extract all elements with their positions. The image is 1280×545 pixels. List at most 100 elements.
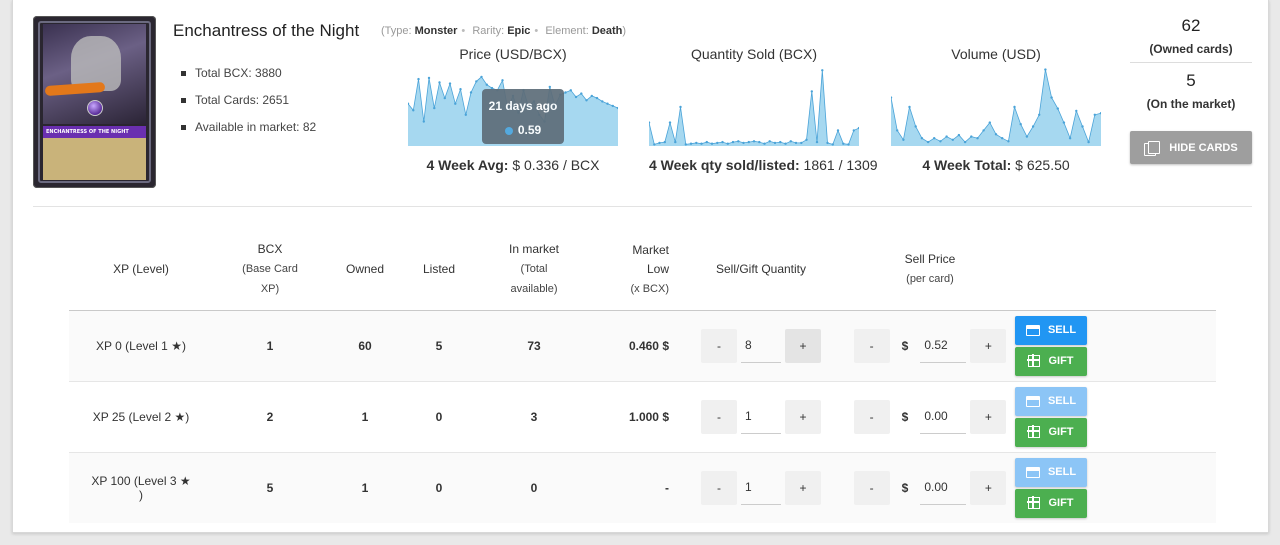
sell-button[interactable]: SELL <box>1015 457 1087 487</box>
chart-point <box>668 121 672 124</box>
header-xp: XP (Level) <box>113 262 169 277</box>
in-market-cell: 73 <box>475 309 593 381</box>
price-input[interactable] <box>920 399 967 434</box>
card-stats: Total BCX: 3880 Total Cards: 2651 Availa… <box>181 66 316 147</box>
xp-level: XP 25 (Level 2 ★) <box>69 380 213 452</box>
price-input[interactable] <box>920 328 967 363</box>
quantity-decrement-button[interactable]: - <box>701 399 737 434</box>
chart-point <box>963 140 967 144</box>
quantity-input[interactable] <box>741 328 781 363</box>
chart-point <box>1025 135 1029 138</box>
chart-point <box>459 88 462 91</box>
volume-chart-plot[interactable] <box>891 66 1101 146</box>
chart-point <box>689 142 693 145</box>
chart-point <box>1007 140 1010 143</box>
chart-point <box>779 140 782 144</box>
quantity-input[interactable] <box>741 470 781 505</box>
volume-chart-footer: 4 Week Total: $ 625.50 <box>922 157 1070 173</box>
price-decrement-button[interactable]: - <box>853 328 890 363</box>
chart-point <box>501 79 504 82</box>
gift-button[interactable]: GIFT <box>1015 488 1087 518</box>
chart-point <box>595 96 599 100</box>
owned-count-label: (Owned cards) <box>1149 42 1233 56</box>
chart-point <box>914 125 917 128</box>
chart-point <box>939 140 942 143</box>
sell-button[interactable]: SELL <box>1015 315 1087 345</box>
chart-point <box>1013 105 1016 109</box>
total-cards: Total Cards: 2651 <box>181 93 316 107</box>
quantity-increment-button[interactable]: + <box>785 328 821 363</box>
header-owned: Owned <box>345 262 385 277</box>
quantity-decrement-button[interactable]: - <box>701 470 737 505</box>
chart-point <box>794 141 798 145</box>
price-increment-button[interactable]: + <box>970 470 1007 505</box>
tooltip-title: 21 days ago <box>488 99 558 113</box>
dollar-sign: $ <box>901 409 909 424</box>
chart-point <box>674 140 677 144</box>
price-stepper: - $ + <box>845 451 1015 523</box>
gift-icon <box>1027 354 1041 367</box>
price-stepper: - $ + <box>845 309 1015 381</box>
bcx-cell: 5 <box>213 451 327 523</box>
chart-point <box>821 69 824 72</box>
price-decrement-button[interactable]: - <box>853 399 890 434</box>
gift-button[interactable]: GIFT <box>1015 346 1087 376</box>
hide-cards-button[interactable]: HIDE CARDS <box>1130 131 1252 164</box>
type-value: Monster <box>414 25 458 37</box>
cards-icon <box>1144 141 1161 156</box>
chart-point <box>422 120 425 123</box>
chart-point <box>976 137 979 140</box>
chart-point <box>490 86 494 90</box>
chart-point <box>412 109 415 112</box>
dollar-sign: $ <box>901 480 909 495</box>
actions-cell: SELL GIFT <box>1015 309 1216 381</box>
chart-point <box>590 94 593 98</box>
chart-point <box>815 140 819 144</box>
chart-point <box>945 135 948 138</box>
price-increment-button[interactable]: + <box>970 399 1007 434</box>
market-low-cell: 0.460 $ <box>593 309 677 381</box>
chart-point <box>933 137 936 140</box>
card-image[interactable]: ENCHANTRESS OF THE NIGHT <box>33 16 156 188</box>
element-label: Element: <box>545 25 589 37</box>
price-input[interactable] <box>920 470 967 505</box>
quantity-chart-plot[interactable] <box>649 66 859 146</box>
card-frame <box>38 21 151 183</box>
price-decrement-button[interactable]: - <box>853 470 890 505</box>
chart-point <box>564 91 567 94</box>
volume-chart: Volume (USD) 4 Week Total: $ 625.50 <box>891 46 1101 173</box>
header-actions <box>1015 230 1216 310</box>
chart-point <box>810 90 813 93</box>
chart-point <box>752 140 756 143</box>
chart-point <box>601 100 604 103</box>
chart-point <box>847 143 850 146</box>
chart-point <box>896 129 899 132</box>
bcx-cell: 1 <box>213 309 327 381</box>
price-increment-button[interactable]: + <box>970 328 1007 363</box>
quantity-increment-button[interactable]: + <box>785 399 821 434</box>
quantity-decrement-button[interactable]: - <box>701 328 737 363</box>
listed-cell: 0 <box>403 380 475 452</box>
quantity-input[interactable] <box>741 399 781 434</box>
chart-point <box>742 141 745 145</box>
chart-point <box>800 141 803 145</box>
star-icon: ★ <box>179 473 191 488</box>
chart-point <box>805 138 808 141</box>
gift-button[interactable]: GIFT <box>1015 417 1087 447</box>
death-element-orb-icon <box>87 100 103 116</box>
quantity-increment-button[interactable]: + <box>785 470 821 505</box>
chart-point <box>1001 137 1004 140</box>
chart-point <box>716 141 719 145</box>
hide-cards-label: HIDE CARDS <box>1169 141 1238 154</box>
card-figure <box>71 36 121 91</box>
bcx-cell: 2 <box>213 380 327 452</box>
quantity-chart-footer: 4 Week qty sold/listed: 1861 / 1309 <box>649 157 878 173</box>
quantity-chart-title: Quantity Sold (BCX) <box>690 46 818 62</box>
quantity-stepper: - + <box>677 380 845 452</box>
owned-cell: 1 <box>327 451 403 523</box>
chart-point <box>417 77 420 81</box>
chart-point <box>982 129 985 132</box>
chart-point <box>951 138 954 141</box>
chart-point <box>408 102 410 105</box>
sell-button[interactable]: SELL <box>1015 386 1087 416</box>
